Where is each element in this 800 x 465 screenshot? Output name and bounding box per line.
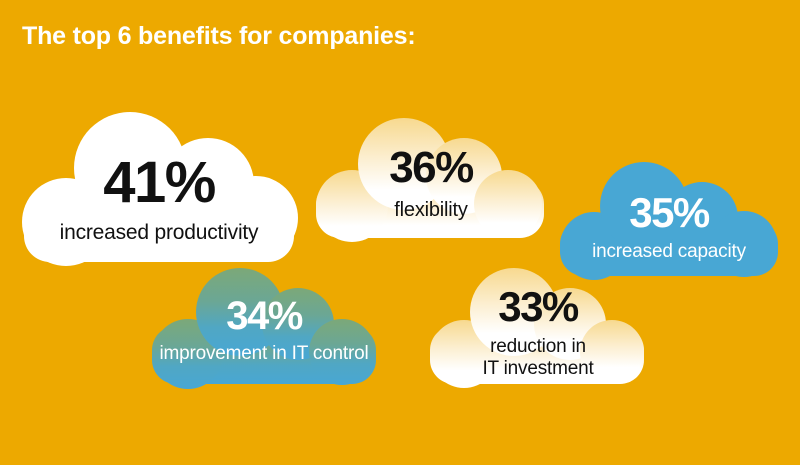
cloud-shape-icon bbox=[430, 268, 644, 388]
cloud-stat-41: 41% increased productivity bbox=[18, 112, 300, 267]
cloud-stat-35: 35% increased capacity bbox=[556, 162, 782, 280]
cloud-stat-33: 33% reduction in IT investment bbox=[428, 268, 648, 388]
cloud-stat-36: 36% flexibility bbox=[312, 118, 550, 242]
cloud-shape-icon bbox=[22, 112, 298, 266]
page-title: The top 6 benefits for companies: bbox=[22, 22, 416, 50]
cloud-shape-icon bbox=[152, 268, 376, 389]
cloud-shape-icon bbox=[316, 118, 544, 242]
cloud-shape-icon bbox=[560, 162, 778, 280]
cloud-stat-34: 34% improvement in IT control bbox=[148, 268, 380, 389]
